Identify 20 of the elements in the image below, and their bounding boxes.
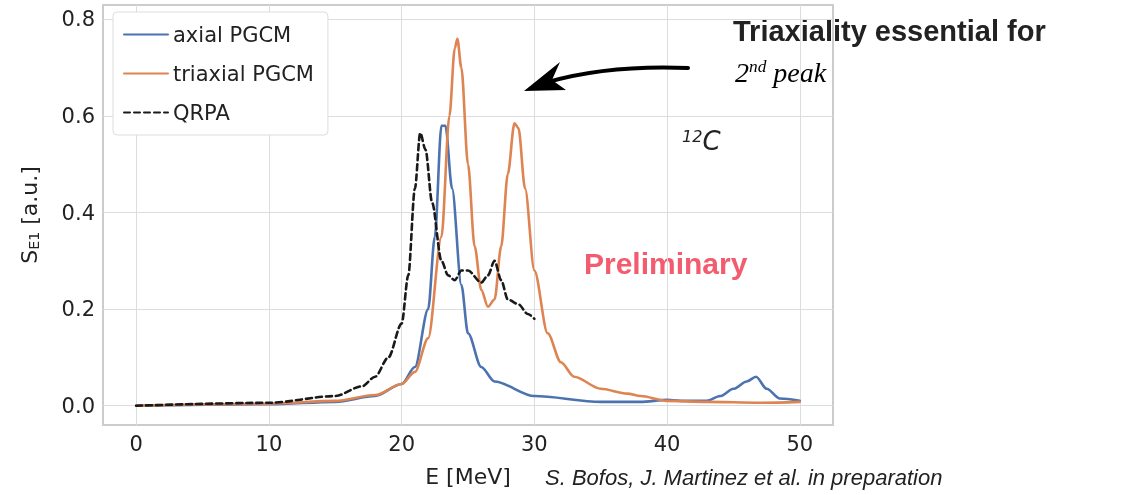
annotation: Preliminary [584,246,748,280]
y-tick-label: 0.2 [61,297,95,322]
y-tick-label: 0.4 [61,200,95,225]
legend-label: QRPA [173,100,231,125]
x-axis-title: E [MeV] [425,463,511,489]
x-tick-label: 20 [388,431,415,456]
x-tick-label: 30 [521,431,548,456]
y-tick-label: 0.6 [61,104,95,129]
legend-label: axial PGCM [173,22,292,47]
text: S. Bofos, J. Martinez et al. in preparation [545,464,943,490]
legend-label: triaxial PGCM [173,61,314,86]
x-tick-label: 40 [653,431,681,456]
x-tick-label: 0 [129,431,143,456]
x-tick-label: 10 [255,431,283,456]
line-series [134,131,536,407]
annotation: Triaxiality essential for [733,14,1046,47]
y-tick-label: 0.8 [61,7,95,32]
x-tick-label: 50 [786,431,814,456]
y-axis-title: SE1 [a.u.] [16,166,42,264]
y-tick-label: 0.0 [61,393,95,418]
